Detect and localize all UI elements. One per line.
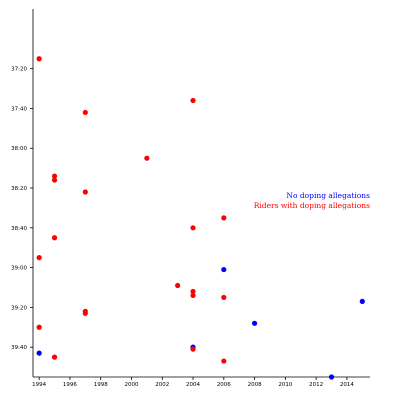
x-tick-label: 2002	[155, 382, 169, 388]
x-tick-label: 2000	[124, 382, 138, 388]
legend-entry-no-doping: No doping allegations	[286, 191, 370, 200]
point-no-doping[interactable]	[359, 298, 365, 305]
y-tick-label: 39:00	[11, 266, 27, 272]
point-doping[interactable]	[82, 189, 88, 195]
point-doping[interactable]	[221, 358, 227, 364]
y-tick-label: 38:00	[11, 146, 27, 152]
x-tick-label: 1998	[94, 382, 108, 388]
point-no-doping[interactable]	[221, 266, 227, 273]
y-tick-label: 39:20	[11, 305, 27, 311]
point-doping[interactable]	[144, 155, 150, 161]
data-points	[36, 56, 365, 380]
x-tick-label: 2010	[278, 382, 292, 388]
point-doping[interactable]	[36, 324, 42, 330]
point-doping[interactable]	[82, 109, 88, 116]
legend: No doping allegations Riders with doping…	[254, 191, 370, 210]
y-tick-label: 37:40	[11, 106, 27, 112]
point-doping[interactable]	[51, 235, 58, 241]
point-doping[interactable]	[36, 255, 42, 261]
point-doping[interactable]	[51, 173, 58, 179]
point-doping[interactable]	[36, 56, 42, 62]
point-doping[interactable]	[190, 97, 196, 104]
point-doping[interactable]	[175, 282, 181, 289]
x-tick-label: 2012	[309, 382, 323, 388]
point-doping[interactable]	[82, 310, 88, 316]
point-doping[interactable]	[190, 292, 196, 299]
x-axis: 1994 1996 1998 2000 2002 2004 2006 2008 2010 2012…	[32, 376, 370, 388]
legend-entry-doping: Riders with doping allegations	[254, 201, 370, 210]
y-tick-label: 38:20	[11, 186, 27, 192]
point-no-doping[interactable]	[328, 374, 335, 380]
point-doping[interactable]	[190, 288, 196, 295]
x-tick-label: 1994	[32, 382, 46, 388]
point-doping[interactable]	[51, 354, 58, 360]
point-no-doping[interactable]	[251, 320, 258, 326]
x-tick-label: 2008	[248, 382, 262, 388]
y-tick-label: 37:20	[11, 67, 27, 73]
point-doping[interactable]	[221, 294, 227, 301]
x-tick-label: 1996	[63, 382, 77, 388]
point-doping[interactable]	[51, 177, 58, 183]
x-tick-label: 2004	[186, 382, 200, 388]
point-doping[interactable]	[190, 346, 196, 352]
point-no-doping[interactable]	[36, 350, 42, 356]
y-axis: 37:20 37:40 38:00 38:20 38:40 39:00 39:20 39:40	[11, 9, 34, 377]
y-tick-label: 38:40	[11, 226, 27, 232]
y-tick-label: 39:40	[11, 345, 27, 351]
x-tick-label: 2014	[340, 382, 354, 388]
point-doping[interactable]	[190, 225, 196, 231]
point-doping[interactable]	[221, 215, 227, 221]
x-tick-label: 2006	[217, 382, 231, 388]
